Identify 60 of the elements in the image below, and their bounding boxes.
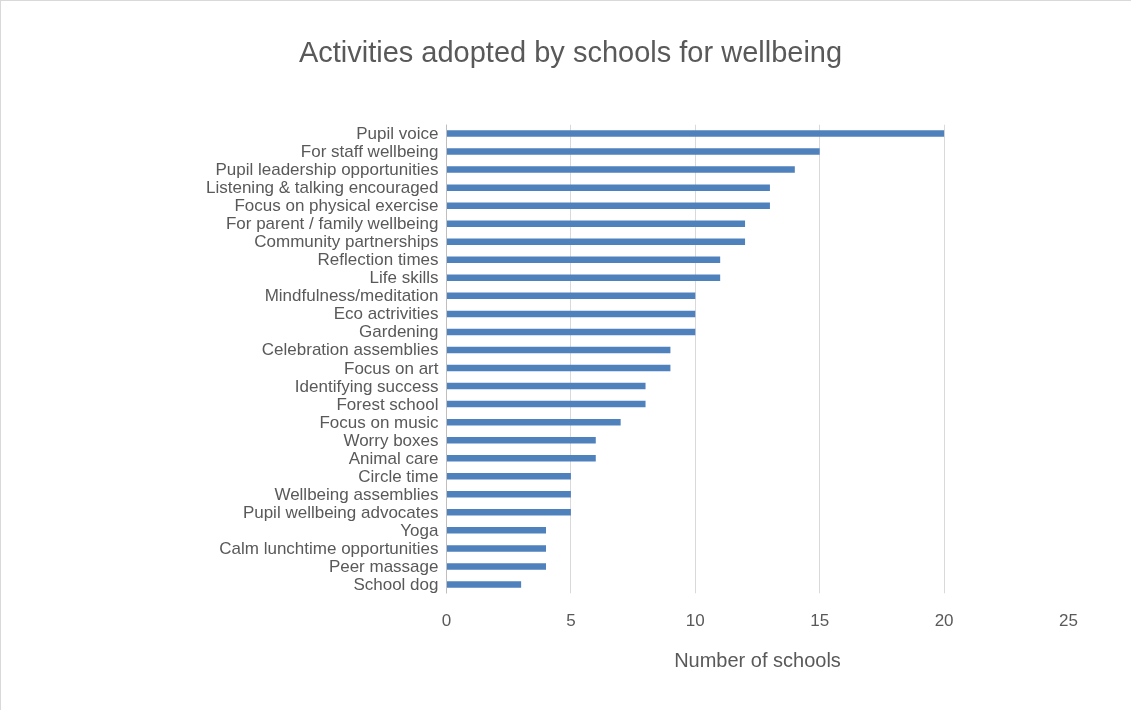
y-tick-label: Pupil wellbeing advocates [242, 502, 439, 522]
y-tick-label: Community partnerships [254, 232, 439, 252]
bar [446, 527, 547, 534]
bar [446, 581, 522, 588]
bar [446, 382, 646, 390]
bar [446, 310, 696, 318]
y-tick-label: Celebration assemblies [261, 340, 439, 360]
bar [446, 418, 621, 426]
bar [446, 436, 596, 444]
bar [446, 292, 696, 300]
y-tick-label: For staff wellbeing [300, 142, 439, 162]
y-tick-label: Calm lunchtime opportunities [219, 538, 439, 558]
y-tick-label: Forest school [336, 394, 439, 414]
bar [446, 166, 795, 173]
x-tick-label: 0 [441, 610, 452, 630]
y-tick-label: Yoga [400, 520, 440, 540]
y-tick-label: Eco actrivities [333, 304, 439, 324]
y-tick-label: Circle time [358, 466, 439, 486]
y-tick-label: Animal care [348, 448, 439, 468]
y-tick-label: Pupil leadership opportunities [215, 160, 439, 180]
bar [446, 509, 571, 516]
y-tick-label: Focus on music [319, 412, 439, 432]
bar [446, 346, 671, 354]
bar [446, 184, 770, 191]
x-tick-label: 10 [685, 610, 705, 630]
x-tick-label: 15 [810, 610, 830, 630]
y-tick-label: Life skills [369, 268, 439, 288]
bar [446, 545, 547, 552]
bar [446, 130, 945, 137]
bar [446, 364, 671, 372]
bar [446, 454, 596, 462]
bar [446, 491, 571, 498]
x-tick-label: 25 [1059, 610, 1078, 630]
y-tick-label: Focus on physical exercise [234, 196, 439, 216]
bar [446, 238, 746, 245]
y-tick-label: School dog [353, 574, 439, 594]
bar [446, 256, 721, 264]
bar [446, 148, 820, 155]
y-tick-label: Peer massage [328, 556, 439, 576]
bar [446, 220, 746, 227]
bar [446, 202, 770, 209]
y-tick-label: Focus on art [344, 358, 439, 378]
bar [446, 473, 571, 480]
y-tick-label: Wellbeing assemblies [274, 484, 439, 504]
x-axis-title: Number of schools [674, 648, 841, 671]
chart-title: Activities adopted by schools for wellbeing [298, 35, 843, 70]
y-tick-label: Identifying success [294, 376, 439, 396]
y-tick-label: For parent / family wellbeing [225, 214, 439, 234]
y-tick-label: Mindfulness/meditation [264, 286, 439, 306]
bar [446, 400, 646, 408]
y-tick-label: Pupil voice [356, 124, 439, 144]
y-tick-label: Gardening [359, 322, 439, 342]
x-tick-label: 20 [934, 610, 954, 630]
x-tick-label: 5 [566, 610, 576, 630]
y-tick-label: Worry boxes [343, 430, 439, 450]
bar [446, 274, 721, 282]
bar [446, 328, 696, 336]
y-tick-label: Reflection times [317, 250, 439, 270]
bar [446, 563, 547, 570]
y-tick-label: Listening & talking encouraged [206, 178, 439, 198]
